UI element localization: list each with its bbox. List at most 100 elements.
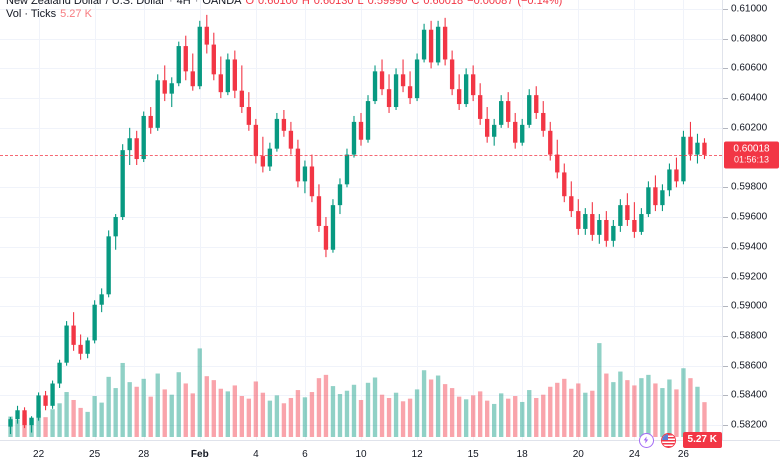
volume-bar: [295, 390, 301, 437]
gridline-vertical: [304, 0, 306, 440]
time-axis-label: 12: [411, 449, 423, 460]
candle-body: [527, 95, 532, 125]
volume-bar: [127, 382, 132, 437]
candle-body: [260, 156, 266, 167]
candle-body: [36, 395, 41, 418]
candle-body: [274, 118, 280, 149]
volume-bar: [225, 391, 230, 437]
candle-body: [513, 121, 518, 143]
volume-bar: [239, 396, 245, 437]
volume-bar: [36, 411, 41, 437]
volume-bar: [71, 399, 76, 437]
volume-bar: [204, 376, 209, 437]
candle-body: [106, 236, 111, 295]
volume-bar: [435, 375, 441, 437]
close-label: C: [411, 0, 420, 7]
exchange-label[interactable]: OANDA: [202, 0, 242, 7]
candle-body: [604, 220, 609, 241]
time-axis-label: 26: [677, 449, 689, 460]
volume-bar: [211, 380, 216, 437]
volume-bar: [337, 394, 343, 437]
price-axis-label: 0.60600: [731, 62, 768, 74]
volume-bar: [218, 388, 223, 437]
candle-body: [85, 340, 90, 354]
price-tick-mark: [723, 365, 728, 367]
gridline-vertical: [473, 0, 475, 440]
price-tick-mark: [723, 127, 728, 129]
current-price-value: 0.60018: [733, 143, 770, 155]
low-value: 0.59990: [367, 0, 408, 7]
volume-bar: [148, 396, 153, 437]
volume-bar: [64, 392, 69, 437]
us-flag-icon[interactable]: [660, 432, 676, 448]
candle-body: [323, 225, 329, 250]
candle-body: [267, 148, 273, 167]
price-axis-label: 0.58200: [731, 419, 768, 431]
candle-body: [632, 220, 637, 232]
volume-bar: [113, 388, 118, 437]
low-label: L: [357, 0, 364, 7]
volume-bar: [674, 389, 679, 437]
volume-bar: [400, 401, 406, 437]
candle-body: [78, 344, 83, 354]
volume-bar: [506, 398, 511, 437]
volume-bar: [372, 377, 378, 437]
volume-bar: [50, 409, 55, 437]
volume-value-badge: 5.27 K: [682, 432, 722, 448]
price-scale[interactable]: 0.61000 0.60800 0.60600 0.60400 0.60200 0.598…: [722, 0, 780, 440]
candle-body: [407, 86, 413, 99]
price-tick-mark: [723, 98, 728, 100]
chart-plot-area[interactable]: [0, 0, 722, 440]
candle-body: [141, 115, 146, 160]
symbol-name[interactable]: New Zealand Dollar / U.S. Dollar: [6, 0, 165, 7]
price-tick-mark: [723, 306, 728, 308]
volume-bar: [527, 390, 532, 437]
volume-bar: [456, 396, 462, 437]
price-tick-mark: [723, 187, 728, 189]
candle-body: [8, 419, 13, 427]
candle-body: [639, 214, 644, 232]
volume-bar: [141, 378, 146, 437]
volume-bar: [428, 379, 434, 437]
candle-body: [232, 59, 237, 91]
price-axis-label: 0.60800: [731, 33, 768, 45]
lightning-bolt-icon[interactable]: [638, 432, 654, 448]
resolution-label[interactable]: 4H: [176, 0, 191, 7]
candle-body: [218, 74, 223, 93]
volume-bar: [520, 401, 525, 437]
candle-body: [64, 325, 69, 363]
legend-symbol-row[interactable]: New Zealand Dollar / U.S. Dollar · 4H · …: [6, 0, 562, 8]
candle-body: [183, 46, 188, 72]
price-axis-label: 0.59800: [731, 181, 768, 193]
volume-bar: [106, 376, 111, 437]
candle-body: [176, 46, 181, 84]
volume-bar: [442, 384, 448, 437]
candle-body: [309, 166, 315, 197]
candle-body: [562, 172, 567, 197]
price-tick-mark: [723, 217, 728, 218]
volume-bar: [667, 379, 672, 437]
candle-body: [50, 383, 55, 406]
candle-body: [358, 121, 364, 140]
candle-body: [428, 29, 434, 63]
candle-body: [506, 101, 511, 122]
candle-body: [253, 124, 259, 157]
candle-body: [477, 95, 483, 119]
volume-bar: [688, 378, 693, 437]
bar-countdown: 01:56:13: [733, 154, 770, 165]
candle-body: [57, 362, 62, 384]
time-axis-label: Feb: [190, 449, 209, 460]
volume-bar: [15, 419, 20, 437]
candle-body: [688, 136, 693, 155]
volume-bar: [302, 397, 308, 437]
candle-body: [162, 80, 167, 94]
legend-volume-row[interactable]: Vol · Ticks 5.27 K: [6, 8, 562, 21]
candle-body: [667, 169, 672, 191]
volume-study-value: 5.27 K: [60, 8, 92, 20]
candle-body: [113, 217, 118, 237]
price-tick-mark: [723, 395, 728, 397]
volume-bar: [351, 384, 357, 437]
high-value: 0.60130: [313, 0, 354, 7]
current-price-line: [0, 154, 722, 156]
candle-body: [674, 169, 679, 182]
